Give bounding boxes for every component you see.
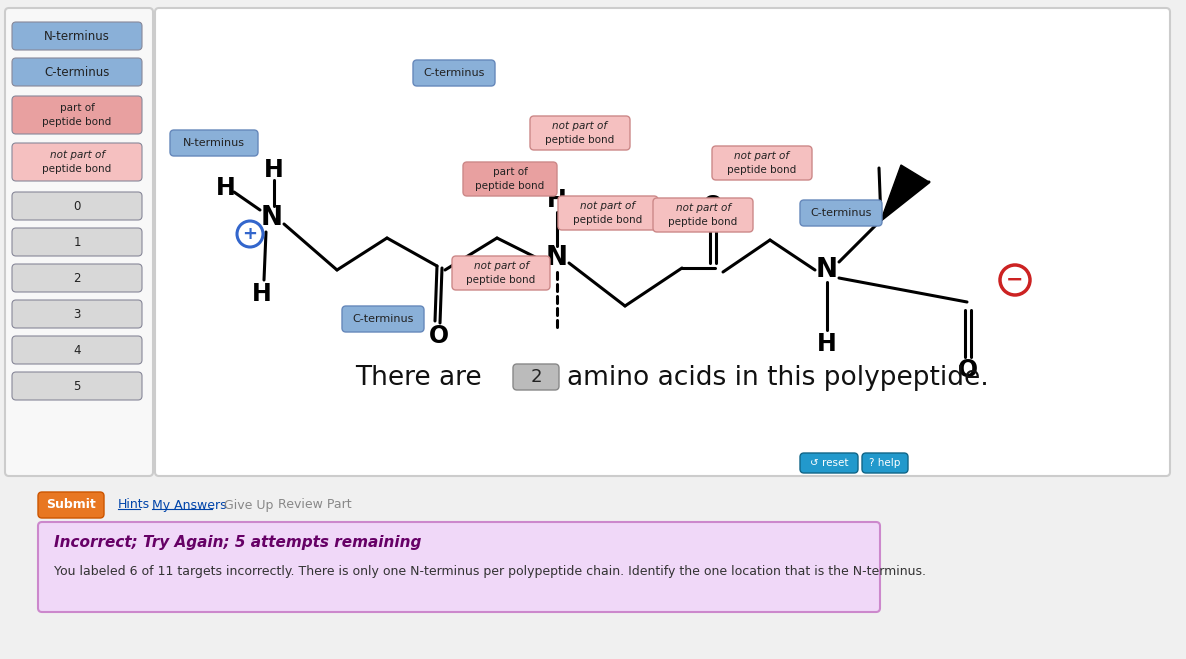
Text: My Answers: My Answers: [152, 498, 227, 511]
Text: ↺ reset: ↺ reset: [810, 458, 848, 468]
Text: H: H: [253, 282, 272, 306]
Text: part of: part of: [59, 103, 95, 113]
FancyBboxPatch shape: [413, 60, 495, 86]
FancyBboxPatch shape: [12, 264, 142, 292]
FancyBboxPatch shape: [12, 372, 142, 400]
FancyBboxPatch shape: [12, 143, 142, 181]
Text: 4: 4: [74, 343, 81, 357]
FancyBboxPatch shape: [514, 364, 559, 390]
FancyBboxPatch shape: [12, 58, 142, 86]
FancyBboxPatch shape: [452, 256, 550, 290]
FancyBboxPatch shape: [12, 96, 142, 134]
Text: peptide bond: peptide bond: [43, 117, 111, 127]
Text: peptide bond: peptide bond: [669, 217, 738, 227]
Text: part of: part of: [492, 167, 528, 177]
Text: not part of: not part of: [580, 201, 636, 211]
Text: O: O: [429, 324, 449, 348]
Text: N-terminus: N-terminus: [183, 138, 246, 148]
Text: peptide bond: peptide bond: [43, 164, 111, 174]
Text: H: H: [264, 158, 283, 182]
Text: N: N: [546, 245, 568, 271]
Text: peptide bond: peptide bond: [476, 181, 544, 191]
Text: 0: 0: [74, 200, 81, 212]
FancyBboxPatch shape: [12, 192, 142, 220]
Text: peptide bond: peptide bond: [546, 135, 614, 145]
Text: ? help: ? help: [869, 458, 900, 468]
Text: 2: 2: [530, 368, 542, 386]
FancyBboxPatch shape: [38, 522, 880, 612]
Text: Review Part: Review Part: [278, 498, 351, 511]
Text: C-terminus: C-terminus: [810, 208, 872, 218]
Text: 1: 1: [74, 235, 81, 248]
Text: 2: 2: [74, 272, 81, 285]
Text: You labeled 6 of 11 targets incorrectly. There is only one N-terminus per polype: You labeled 6 of 11 targets incorrectly.…: [55, 565, 926, 579]
FancyBboxPatch shape: [801, 200, 882, 226]
FancyBboxPatch shape: [12, 22, 142, 50]
Text: −: −: [1006, 270, 1024, 290]
FancyBboxPatch shape: [5, 8, 153, 476]
FancyBboxPatch shape: [653, 198, 753, 232]
Text: not part of: not part of: [553, 121, 607, 131]
Text: O: O: [958, 358, 978, 382]
Text: not part of: not part of: [734, 151, 790, 161]
FancyBboxPatch shape: [155, 8, 1171, 476]
FancyBboxPatch shape: [862, 453, 908, 473]
Text: O: O: [703, 194, 723, 218]
Text: Give Up: Give Up: [224, 498, 274, 511]
FancyBboxPatch shape: [557, 196, 658, 230]
FancyBboxPatch shape: [38, 492, 104, 518]
Text: N: N: [816, 257, 839, 283]
FancyBboxPatch shape: [12, 336, 142, 364]
Text: 3: 3: [74, 308, 81, 320]
FancyBboxPatch shape: [530, 116, 630, 150]
FancyBboxPatch shape: [712, 146, 812, 180]
Text: N: N: [261, 205, 283, 231]
FancyBboxPatch shape: [170, 130, 259, 156]
Text: peptide bond: peptide bond: [573, 215, 643, 225]
Text: amino acids in this polypeptide.: amino acids in this polypeptide.: [567, 365, 989, 391]
Text: H: H: [817, 332, 837, 356]
Text: H: H: [216, 176, 236, 200]
FancyBboxPatch shape: [463, 162, 557, 196]
Text: not part of: not part of: [676, 203, 731, 213]
Text: peptide bond: peptide bond: [466, 275, 536, 285]
FancyBboxPatch shape: [12, 228, 142, 256]
Text: 5: 5: [74, 380, 81, 393]
Text: not part of: not part of: [50, 150, 104, 160]
Polygon shape: [881, 165, 929, 220]
Text: Hints: Hints: [117, 498, 151, 511]
Text: H: H: [547, 188, 567, 212]
Text: Incorrect; Try Again; 5 attempts remaining: Incorrect; Try Again; 5 attempts remaini…: [55, 536, 421, 550]
Text: +: +: [242, 225, 257, 243]
Text: not part of: not part of: [473, 261, 529, 271]
Text: C-terminus: C-terminus: [44, 65, 109, 78]
Text: N-terminus: N-terminus: [44, 30, 110, 42]
Text: Submit: Submit: [46, 498, 96, 511]
FancyBboxPatch shape: [801, 453, 857, 473]
Text: C-terminus: C-terminus: [352, 314, 414, 324]
Text: C-terminus: C-terminus: [423, 68, 485, 78]
FancyBboxPatch shape: [342, 306, 425, 332]
Text: peptide bond: peptide bond: [727, 165, 797, 175]
FancyBboxPatch shape: [12, 300, 142, 328]
Text: There are: There are: [355, 365, 482, 391]
